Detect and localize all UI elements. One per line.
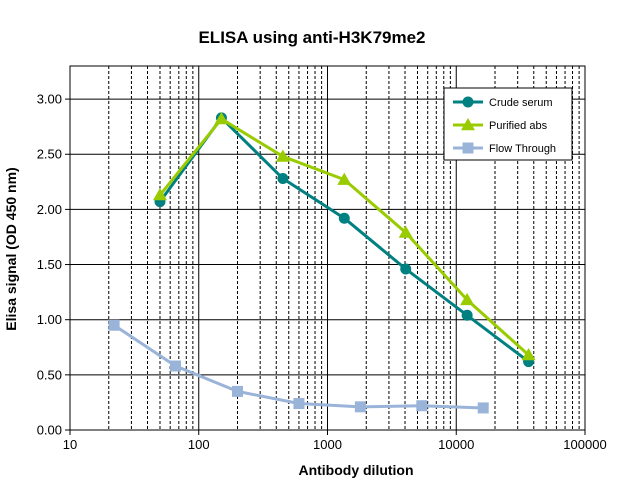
data-point-purified-abs [398,225,413,238]
data-point-purified-abs [275,149,290,162]
data-point-flow-through [232,385,244,397]
y-tick-label: 0.50 [37,367,62,382]
y-axis-label: Elisa signal (OD 450 nm) [3,167,19,330]
data-point-flow-through [293,398,305,410]
legend: Crude serum Purified abs Flow Through [443,87,573,161]
data-point-purified-abs [521,347,536,361]
chart-title: ELISA using anti-H3K79me2 [198,28,425,47]
y-tick-label: 1.00 [37,312,62,327]
x-tick-label: 100000 [563,437,606,452]
y-tick-label: 2.00 [37,202,62,217]
series-layer [108,111,536,414]
data-point-purified-abs [460,292,475,306]
y-tick-label: 2.50 [37,147,62,162]
legend-item-crude-serum: Crude serum [453,96,553,109]
x-tick-label: 10000 [438,437,474,452]
x-tick-label: 10 [63,437,77,452]
x-axis: 10 100 1000 10000 100000 [63,430,607,452]
y-axis: 0.00 0.50 1.00 1.50 2.00 2.50 3.00 [37,92,70,438]
data-point-flow-through [354,401,366,413]
y-tick-label: 3.00 [37,92,62,107]
data-point-crude-serum [338,212,350,224]
data-point-purified-abs [337,172,352,185]
data-point-crude-serum [461,309,473,321]
x-tick-label: 1000 [313,437,342,452]
x-axis-label: Antibody dilution [298,462,413,478]
data-point-flow-through [477,402,489,414]
legend-item-flow-through: Flow Through [453,142,556,155]
data-point-crude-serum [400,263,412,275]
data-point-flow-through [416,400,428,412]
y-tick-label: 1.50 [37,257,62,272]
legend-label: Crude serum [489,97,553,109]
x-tick-label: 100 [188,437,210,452]
series-flow-through [108,319,489,414]
legend-item-purified-abs: Purified abs [453,118,548,132]
legend-marker [462,96,474,108]
data-point-purified-abs [152,188,167,201]
data-point-crude-serum [277,173,289,185]
series-purified-abs [152,111,536,361]
legend-marker [462,142,474,154]
data-point-purified-abs [214,111,229,125]
legend-marker [461,118,475,131]
legend-label: Flow Through [489,143,556,155]
legend-label: Purified abs [489,120,548,132]
data-point-flow-through [108,319,120,331]
data-point-flow-through [170,360,182,372]
y-tick-label: 0.00 [37,423,62,438]
